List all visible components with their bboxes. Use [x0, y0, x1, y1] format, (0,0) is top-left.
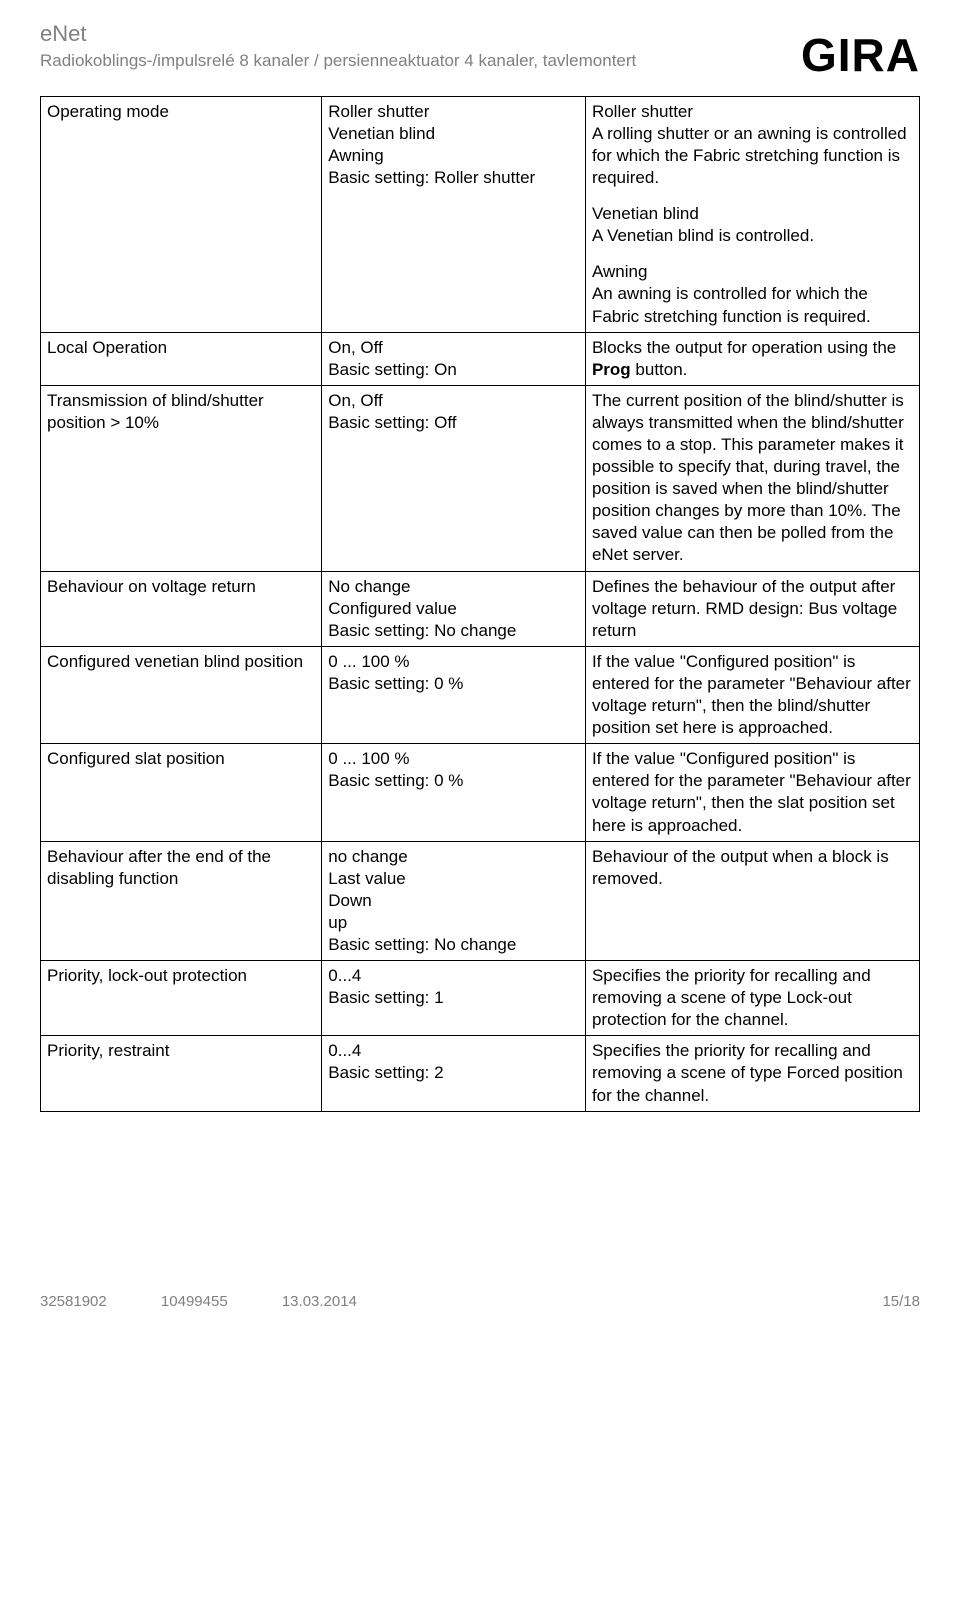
param-value-line: 0...4	[328, 965, 579, 987]
param-values: 0...4Basic setting: 1	[322, 961, 586, 1036]
param-value-line: 0...4	[328, 1040, 579, 1062]
param-values: On, OffBasic setting: On	[322, 332, 586, 385]
footer-code1: 32581902	[40, 1292, 107, 1312]
table-row: Transmission of blind/shutter position >…	[41, 385, 920, 571]
param-value-line: Last value	[328, 868, 579, 890]
param-values: On, OffBasic setting: Off	[322, 385, 586, 571]
param-value-line: On, Off	[328, 337, 579, 359]
table-row: Configured venetian blind position0 ... …	[41, 646, 920, 743]
param-value-line: Down	[328, 890, 579, 912]
param-name: Operating mode	[41, 96, 322, 332]
param-value-line: No change	[328, 576, 579, 598]
param-description: The current position of the blind/shutte…	[585, 385, 919, 571]
param-name: Transmission of blind/shutter position >…	[41, 385, 322, 571]
desc-paragraph: Roller shutterA rolling shutter or an aw…	[592, 101, 913, 189]
param-value-line: Basic setting: 2	[328, 1062, 579, 1084]
param-description: Specifies the priority for recalling and…	[585, 1036, 919, 1111]
table-row: Behaviour after the end of the disabling…	[41, 841, 920, 960]
footer-page: 15/18	[882, 1292, 920, 1312]
footer-left: 32581902 10499455 13.03.2014	[40, 1292, 407, 1312]
param-value-line: 0 ... 100 %	[328, 651, 579, 673]
param-values: No changeConfigured valueBasic setting: …	[322, 571, 586, 646]
param-value-line: up	[328, 912, 579, 934]
param-description: Blocks the output for operation using th…	[585, 332, 919, 385]
param-values: no changeLast valueDownupBasic setting: …	[322, 841, 586, 960]
table-row: Operating modeRoller shutterVenetian bli…	[41, 96, 920, 332]
footer-date: 13.03.2014	[282, 1292, 357, 1312]
param-name: Behaviour on voltage return	[41, 571, 322, 646]
param-description: If the value "Configured position" is en…	[585, 744, 919, 841]
param-description: Defines the behaviour of the output afte…	[585, 571, 919, 646]
param-value-line: no change	[328, 846, 579, 868]
param-description: If the value "Configured position" is en…	[585, 646, 919, 743]
param-value-line: Basic setting: 1	[328, 987, 579, 1009]
desc-paragraph: AwningAn awning is controlled for which …	[592, 261, 913, 327]
param-value-line: Basic setting: 0 %	[328, 770, 579, 792]
param-description: Behaviour of the output when a block is …	[585, 841, 919, 960]
param-value-line: Awning	[328, 145, 579, 167]
table-row: Configured slat position0 ... 100 %Basic…	[41, 744, 920, 841]
param-value-line: On, Off	[328, 390, 579, 412]
param-name: Behaviour after the end of the disabling…	[41, 841, 322, 960]
param-values: 0 ... 100 %Basic setting: 0 %	[322, 646, 586, 743]
page-header: eNet Radiokoblings-/impulsrelé 8 kanaler…	[40, 20, 920, 86]
table-row: Priority, lock-out protection0...4Basic …	[41, 961, 920, 1036]
gira-logo: GIRA	[801, 20, 920, 86]
param-name: Local Operation	[41, 332, 322, 385]
page-footer: 32581902 10499455 13.03.2014 15/18	[40, 1292, 920, 1312]
param-name: Priority, restraint	[41, 1036, 322, 1111]
param-values: 0...4Basic setting: 2	[322, 1036, 586, 1111]
param-values: 0 ... 100 %Basic setting: 0 %	[322, 744, 586, 841]
table-row: Priority, restraint0...4Basic setting: 2…	[41, 1036, 920, 1111]
param-description: Specifies the priority for recalling and…	[585, 961, 919, 1036]
param-name: Configured slat position	[41, 744, 322, 841]
param-description: Roller shutterA rolling shutter or an aw…	[585, 96, 919, 332]
table-row: Behaviour on voltage returnNo changeConf…	[41, 571, 920, 646]
param-value-line: Basic setting: Off	[328, 412, 579, 434]
param-value-line: 0 ... 100 %	[328, 748, 579, 770]
param-value-line: Basic setting: No change	[328, 934, 579, 956]
parameter-table: Operating modeRoller shutterVenetian bli…	[40, 96, 920, 1112]
param-name: Priority, lock-out protection	[41, 961, 322, 1036]
param-values: Roller shutterVenetian blindAwningBasic …	[322, 96, 586, 332]
param-value-line: Basic setting: No change	[328, 620, 579, 642]
param-value-line: Basic setting: On	[328, 359, 579, 381]
footer-code2: 10499455	[161, 1292, 228, 1312]
param-value-line: Roller shutter	[328, 101, 579, 123]
header-left: eNet Radiokoblings-/impulsrelé 8 kanaler…	[40, 20, 660, 71]
enet-title: eNet	[40, 20, 660, 49]
desc-paragraph: Venetian blindA Venetian blind is contro…	[592, 203, 913, 247]
table-row: Local OperationOn, OffBasic setting: OnB…	[41, 332, 920, 385]
param-value-line: Venetian blind	[328, 123, 579, 145]
header-subtitle: Radiokoblings-/impulsrelé 8 kanaler / pe…	[40, 51, 660, 71]
param-value-line: Basic setting: Roller shutter	[328, 167, 579, 189]
param-value-line: Configured value	[328, 598, 579, 620]
param-value-line: Basic setting: 0 %	[328, 673, 579, 695]
param-name: Configured venetian blind position	[41, 646, 322, 743]
